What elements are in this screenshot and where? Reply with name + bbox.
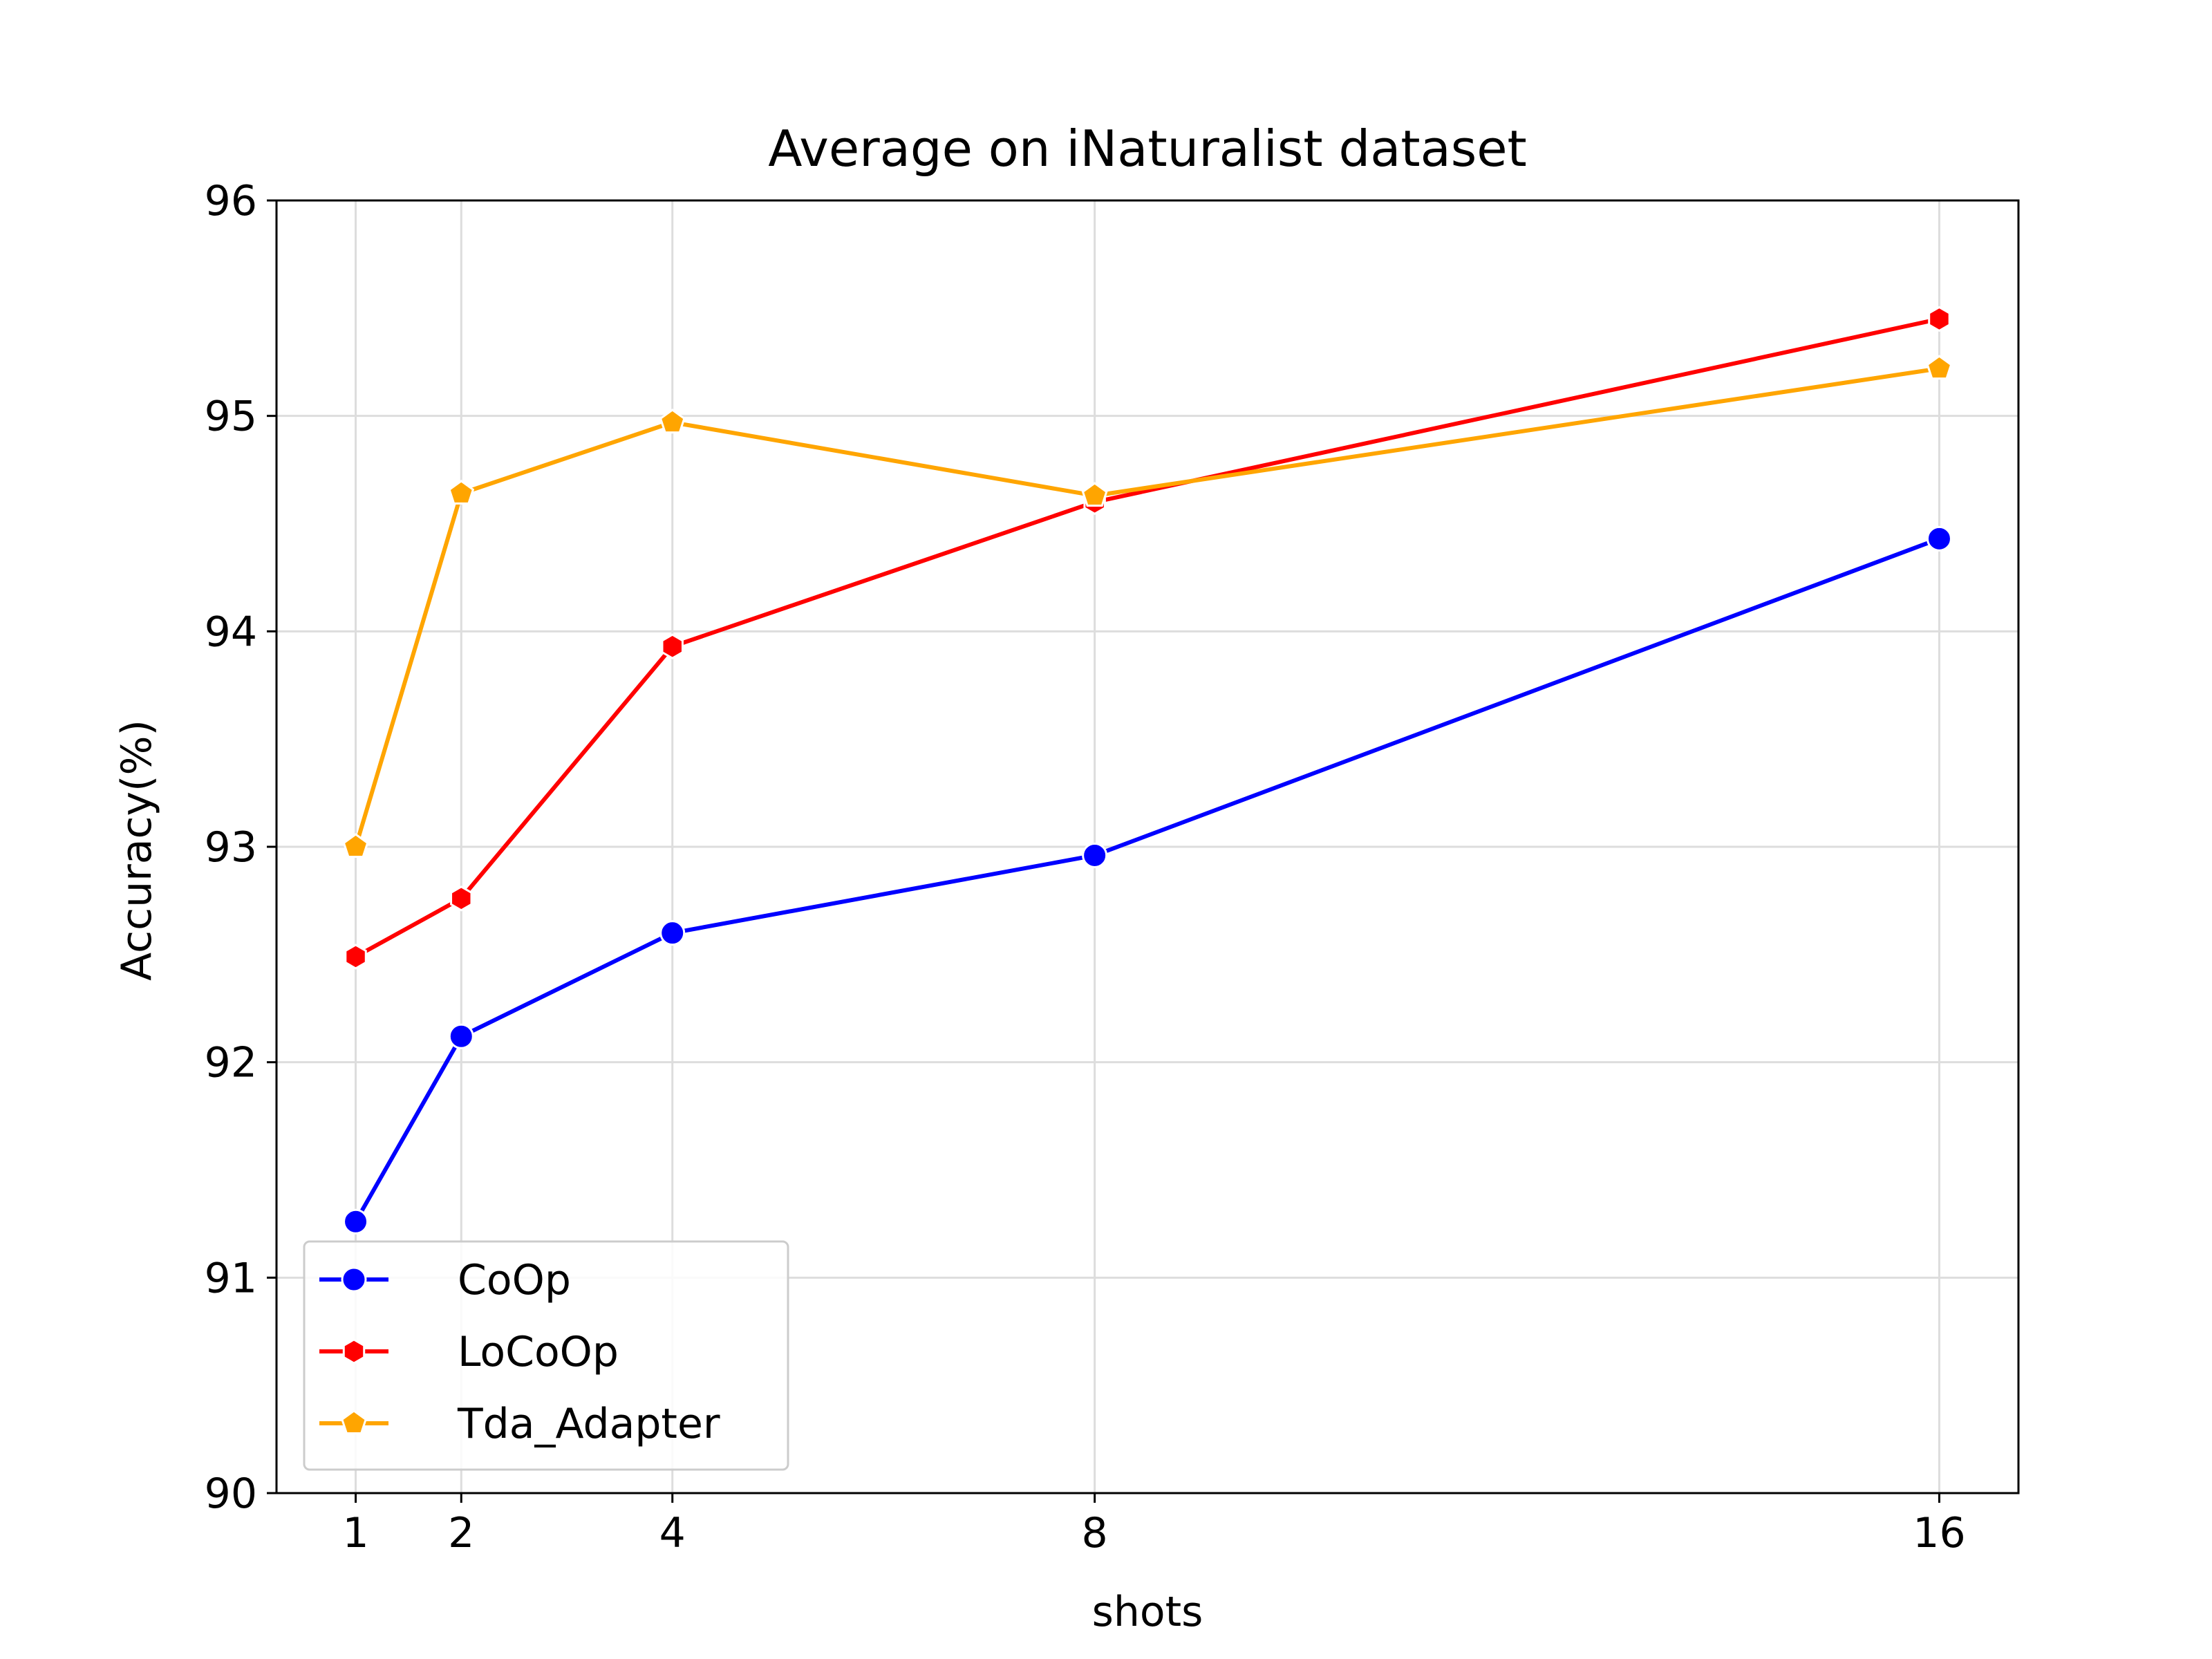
x-tick-label: 1 — [342, 1509, 368, 1557]
x-tick-label: 8 — [1082, 1509, 1108, 1557]
y-axis-label: Accuracy(%) — [113, 720, 161, 981]
legend-marker-tda-adapter — [341, 1409, 367, 1435]
x-tick-label: 16 — [1913, 1509, 1965, 1557]
legend-label-locoop: LoCoOp — [458, 1328, 619, 1376]
chart-title: Average on iNaturalist dataset — [768, 120, 1527, 178]
data-point-coop — [343, 1208, 369, 1235]
series-tda-adapter — [342, 355, 1953, 859]
data-point-coop — [1082, 842, 1108, 868]
data-point-tda-adapter — [659, 409, 686, 434]
data-point-tda-adapter — [342, 833, 369, 859]
axis-ticks: 1 2 4 8 16 90 91 92 93 94 95 96 — [205, 177, 1966, 1557]
x-tick-label: 4 — [659, 1509, 686, 1557]
y-tick-label: 93 — [205, 823, 257, 872]
data-point-coop — [659, 920, 686, 946]
data-point-coop — [1926, 525, 1952, 552]
data-point-locoop — [1928, 306, 1951, 332]
y-tick-label: 96 — [205, 177, 257, 225]
data-point-locoop — [661, 633, 684, 659]
legend-item-locoop: LoCoOp — [319, 1328, 619, 1376]
legend-label-coop: CoOp — [458, 1256, 571, 1304]
y-tick-label: 90 — [205, 1470, 257, 1518]
legend-marker-locoop — [342, 1338, 366, 1365]
legend: CoOp LoCoOp Tda_Adapter — [303, 1240, 789, 1471]
legend-item-tda-adapter: Tda_Adapter — [319, 1400, 720, 1448]
data-point-coop — [448, 1023, 474, 1049]
data-point-tda-adapter — [448, 480, 475, 505]
legend-marker-coop — [341, 1266, 367, 1293]
legend-box — [303, 1240, 789, 1471]
x-tick-label: 2 — [448, 1509, 474, 1557]
legend-item-coop: CoOp — [319, 1256, 571, 1304]
data-point-locoop — [344, 944, 367, 970]
data-series — [342, 306, 1953, 1235]
y-tick-label: 95 — [205, 393, 257, 441]
y-tick-label: 94 — [205, 608, 257, 656]
y-tick-label: 91 — [205, 1254, 257, 1302]
legend-label-tda-adapter: Tda_Adapter — [457, 1400, 720, 1448]
data-point-tda-adapter — [1926, 355, 1953, 380]
x-axis-label: shots — [1092, 1588, 1203, 1636]
data-point-tda-adapter — [1081, 482, 1108, 507]
y-tick-label: 92 — [205, 1039, 257, 1087]
data-point-locoop — [450, 885, 473, 912]
series-coop — [343, 525, 1952, 1235]
